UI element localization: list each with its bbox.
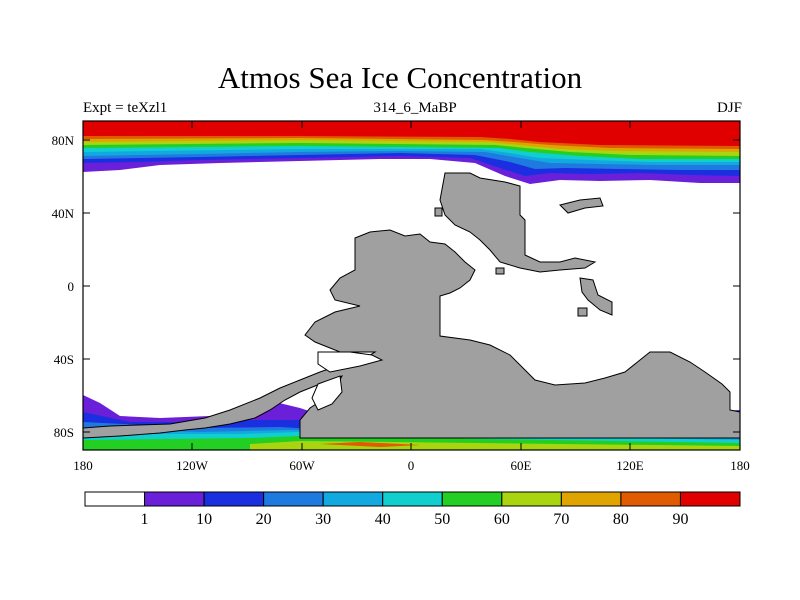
lat-label-40n: 40N <box>52 206 75 221</box>
colorbar-label-90: 90 <box>672 511 688 528</box>
lon-label-180w: 180 <box>73 458 93 473</box>
arctic-sea-ice <box>83 121 740 184</box>
map-area <box>83 121 740 450</box>
colorbar-box-2 <box>203 491 265 507</box>
colorbar-box-9 <box>620 491 681 507</box>
lon-label-60w: 60W <box>289 458 315 473</box>
lon-label-120w: 120W <box>176 458 209 473</box>
island-ne-4 <box>434 207 443 217</box>
lon-tick-marks <box>191 121 631 450</box>
island-ne-3 <box>577 307 588 317</box>
colorbar-box-4 <box>322 491 384 507</box>
colorbar-box-3 <box>263 491 324 507</box>
lon-label-180e: 180 <box>730 458 750 473</box>
lat-label-80n: 80N <box>52 133 75 148</box>
lon-label-0: 0 <box>408 458 415 473</box>
lat-label-eq: 0 <box>68 279 75 294</box>
colorbar-label-1: 1 <box>141 511 149 528</box>
period-label: 314_6_MaBP <box>373 100 457 116</box>
colorbar-box-7 <box>501 491 562 507</box>
colorbar-label-80: 80 <box>613 511 629 528</box>
lat-label-40s: 40S <box>54 352 74 367</box>
island-ne-1 <box>559 197 604 214</box>
colorbar-box-0 <box>84 491 146 507</box>
colorbar-box-10 <box>679 491 741 507</box>
colorbar-box-5 <box>382 491 443 507</box>
colorbar-label-50: 50 <box>434 511 450 528</box>
experiment-label: Expt = teXzl1 <box>83 100 168 116</box>
colorbar-box-8 <box>560 491 622 507</box>
colorbar-label-70: 70 <box>553 511 569 528</box>
colorbar-label-40: 40 <box>375 511 391 528</box>
colorbar-box-6 <box>441 491 503 507</box>
colorbar: 1 10 20 30 40 50 60 70 80 90 <box>84 491 741 528</box>
landmass-north-east <box>439 172 597 273</box>
island-ne-2 <box>579 277 613 316</box>
island-ne-5 <box>495 267 505 275</box>
lat-tick-marks <box>83 139 740 433</box>
colorbar-label-10: 10 <box>196 511 212 528</box>
colorbar-label-20: 20 <box>256 511 272 528</box>
colorbar-box-1 <box>144 491 205 507</box>
season-label: DJF <box>716 100 742 116</box>
colorbar-label-60: 60 <box>494 511 510 528</box>
lon-label-120e: 120E <box>616 458 644 473</box>
colorbar-label-30: 30 <box>315 511 331 528</box>
lat-label-80s: 80S <box>54 425 74 440</box>
plot-title: Atmos Sea Ice Concentration <box>217 60 583 95</box>
lon-label-60e: 60E <box>511 458 532 473</box>
inland-waters <box>311 351 384 411</box>
